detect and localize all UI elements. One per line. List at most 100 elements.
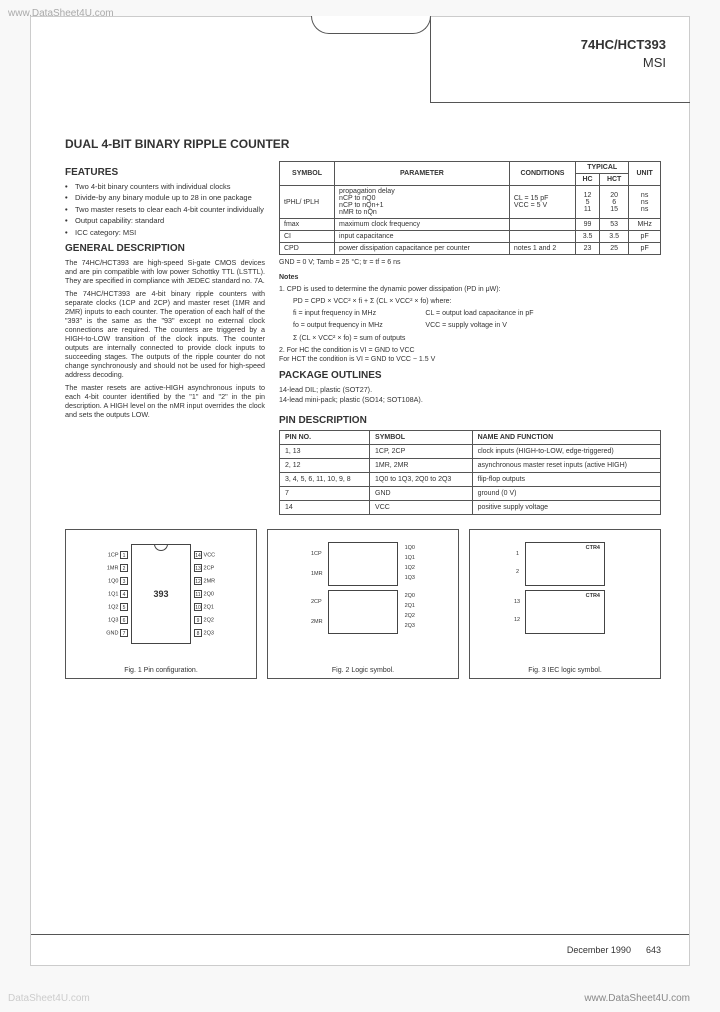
- cell: 1, 13: [280, 445, 370, 459]
- pin-label: 2CP: [311, 599, 322, 605]
- table-row: CPD power dissipation capacitance per co…: [280, 243, 661, 255]
- chip-outline: 393 1CP 11MR 21Q0 31Q1 41Q2 51Q3 6GND 7 …: [131, 544, 191, 644]
- note-1b: PD = CPD × VCC² × fi + Σ (CL × VCC² × fo…: [279, 297, 661, 306]
- col-typical: TYPICAL: [576, 162, 629, 174]
- pin-label: 1MR: [311, 571, 323, 577]
- cell: 25: [600, 243, 629, 255]
- cell: flip-flop outputs: [472, 473, 660, 487]
- spec-table: SYMBOL PARAMETER CONDITIONS TYPICAL UNIT…: [279, 161, 661, 255]
- feature-item: Two master resets to clear each 4-bit co…: [65, 205, 265, 214]
- figures-row: 393 1CP 11MR 21Q0 31Q1 41Q2 51Q3 6GND 7 …: [65, 529, 661, 679]
- chip-number: 393: [153, 589, 168, 599]
- col-hc: HC: [576, 174, 600, 186]
- cell: input capacitance: [335, 231, 510, 243]
- cell: 1MR, 2MR: [370, 459, 473, 473]
- pin-label: 1Q0: [405, 545, 415, 551]
- logic-block-1: 1CP 1MR 1Q0 1Q1 1Q2 1Q3: [328, 542, 398, 586]
- col-hct: HCT: [600, 174, 629, 186]
- pin-right: 13 2CP: [194, 564, 228, 572]
- feature-item: Divide-by any binary module up to 28 in …: [65, 193, 265, 202]
- cell: 3.5: [600, 231, 629, 243]
- cell: 3.5: [576, 231, 600, 243]
- cell: 20 6 15: [600, 186, 629, 219]
- pin-left: 1Q2 5: [96, 603, 128, 611]
- note-1a: 1. CPD is used to determine the dynamic …: [279, 285, 661, 294]
- cell: tPHL/ tPLH: [280, 186, 335, 219]
- ctr-label: CTR4: [586, 593, 600, 599]
- cell: pF: [629, 243, 661, 255]
- pin-label: 2Q1: [405, 603, 415, 609]
- feature-item: Two 4-bit binary counters with individua…: [65, 182, 265, 191]
- pin-label: 2MR: [311, 619, 323, 625]
- pin-label: 1: [516, 551, 519, 557]
- cell: 12 5 11: [576, 186, 600, 219]
- pindesc-heading: PIN DESCRIPTION: [279, 415, 661, 426]
- pin-left: 1CP 1: [96, 551, 128, 559]
- table-row: 1, 131CP, 2CPclock inputs (HIGH-to-LOW, …: [280, 445, 661, 459]
- features-heading: FEATURES: [65, 167, 265, 178]
- cell: CL = 15 pF VCC = 5 V: [509, 186, 575, 219]
- cell: ground (0 V): [472, 487, 660, 501]
- page-content: DUAL 4-BIT BINARY RIPPLE COUNTER FEATURE…: [65, 137, 661, 679]
- cell: 99: [576, 219, 600, 231]
- pin-label: 1Q3: [405, 575, 415, 581]
- pin-left: GND 7: [96, 629, 128, 637]
- pin-label: 1CP: [311, 551, 322, 557]
- gendesc-heading: GENERAL DESCRIPTION: [65, 243, 265, 254]
- cell: VCC: [370, 501, 473, 515]
- part-sub: MSI: [643, 55, 666, 70]
- pin-right: 11 2Q0: [194, 590, 228, 598]
- cell: 14: [280, 501, 370, 515]
- pkg-heading: PACKAGE OUTLINES: [279, 370, 661, 381]
- pin-label: 2: [516, 569, 519, 575]
- iec-block-1: CTR4 1 2: [525, 542, 605, 586]
- note-1e: Σ (CL × VCC² × fo) = sum of outputs: [293, 334, 405, 343]
- notes-heading: Notes: [279, 273, 661, 282]
- footer-date: December 1990: [567, 945, 631, 955]
- col-symbol: SYMBOL: [280, 162, 335, 186]
- cell: CI: [280, 231, 335, 243]
- tab-notch: [311, 16, 431, 34]
- pin-right: 8 2Q3: [194, 629, 228, 637]
- table-row: 2, 121MR, 2MRasynchronous master reset i…: [280, 459, 661, 473]
- pin-left: 1MR 2: [96, 564, 128, 572]
- chip-notch: [154, 544, 168, 551]
- table-row: fmax maximum clock frequency 99 53 MHz: [280, 219, 661, 231]
- cell: 23: [576, 243, 600, 255]
- pin-label: 13: [514, 599, 520, 605]
- gnd-line: GND = 0 V; Tamb = 25 °C; tr = tf = 6 ns: [279, 258, 661, 267]
- feature-item: Output capability: standard: [65, 216, 265, 225]
- pin-label: 2Q2: [405, 613, 415, 619]
- cell: pF: [629, 231, 661, 243]
- table-row: 7GNDground (0 V): [280, 487, 661, 501]
- fig3-box: CTR4 1 2 CTR4 13 12 Fig. 3 IEC logic sym…: [469, 529, 661, 679]
- cell: [509, 231, 575, 243]
- col-unit: UNIT: [629, 162, 661, 186]
- logic-block-2: 2CP 2MR 2Q0 2Q1 2Q2 2Q3: [328, 590, 398, 634]
- datasheet-page: 74HC/HCT393 MSI DUAL 4-BIT BINARY RIPPLE…: [30, 16, 690, 966]
- gendesc-p2: The 74HC/HCT393 are 4-bit binary ripple …: [65, 289, 265, 379]
- cell: GND: [370, 487, 473, 501]
- col-conditions: CONDITIONS: [509, 162, 575, 186]
- cell: MHz: [629, 219, 661, 231]
- pin-right: 12 2MR: [194, 577, 228, 585]
- cell: CPD: [280, 243, 335, 255]
- cell: positive supply voltage: [472, 501, 660, 515]
- cell: power dissipation capacitance per counte…: [335, 243, 510, 255]
- cell: 1CP, 2CP: [370, 445, 473, 459]
- pin-label: 1Q2: [405, 565, 415, 571]
- cell: asynchronous master reset inputs (active…: [472, 459, 660, 473]
- table-row: tPHL/ tPLH propagation delay nCP to nQ0 …: [280, 186, 661, 219]
- pkg-l1: 14-lead DIL; plastic (SOT27).: [279, 385, 661, 395]
- fig2-caption: Fig. 2 Logic symbol.: [268, 667, 458, 674]
- col-pinno: PIN NO.: [280, 431, 370, 445]
- pin-left: 1Q0 3: [96, 577, 128, 585]
- cell: 7: [280, 487, 370, 501]
- ctr-label: CTR4: [586, 545, 600, 551]
- cell: propagation delay nCP to nQ0 nCP to nQn+…: [335, 186, 510, 219]
- note-2: 2. For HC the condition is VI = GND to V…: [279, 346, 661, 364]
- table-row: SYMBOL PARAMETER CONDITIONS TYPICAL UNIT: [280, 162, 661, 174]
- left-column: FEATURES Two 4-bit binary counters with …: [65, 161, 265, 515]
- pin-right: 9 2Q2: [194, 616, 228, 624]
- table-row: PIN NO. SYMBOL NAME AND FUNCTION: [280, 431, 661, 445]
